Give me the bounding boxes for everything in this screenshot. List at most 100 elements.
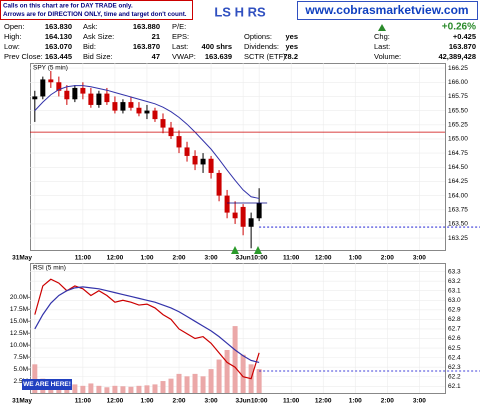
volume-bar [32, 364, 38, 393]
candle-body [72, 87, 78, 100]
quote-label: Chg: [374, 32, 390, 41]
note-line: Arrows are for DIRECTION ONLY, time and … [3, 11, 187, 18]
y-tick-label: 2.5M [14, 378, 28, 385]
volume-bar [200, 376, 206, 393]
volume-bar [208, 369, 214, 393]
note-box [0, 0, 193, 20]
volume-bar [136, 385, 142, 393]
candle-body [112, 102, 118, 111]
candle-body [160, 119, 166, 128]
y-tick-label: 63.2 [448, 278, 461, 285]
candle-body [40, 79, 46, 97]
x-tick-label: 2:00 [173, 255, 186, 262]
quote-label: Ask Size: [83, 32, 114, 41]
candle-body [216, 172, 222, 196]
quote-label: Bid Size: [83, 52, 113, 61]
volume-bar [96, 385, 102, 393]
volume-bar [176, 373, 182, 393]
quote-value: 163.870 [133, 42, 160, 51]
volume-bar [232, 326, 238, 393]
volume-bar [80, 385, 86, 393]
url: www.cobrasmarketview.com [304, 3, 468, 17]
candle-body [96, 93, 102, 105]
volume-bar [168, 378, 174, 393]
y-tick-label: 165.50 [448, 107, 468, 114]
quote-label: Low: [4, 42, 20, 51]
quote-label: Options: [244, 32, 272, 41]
y-tick-label: 62.1 [448, 383, 461, 390]
x-tick-label: 3:00 [205, 398, 218, 405]
y-tick-label: 15.0M [10, 318, 28, 325]
candle-body [200, 158, 206, 165]
x-tick-label: 31May [12, 255, 32, 262]
y-tick-label: 63.3 [448, 268, 461, 275]
candle-body [104, 93, 110, 103]
quote-label: Open: [4, 22, 24, 31]
plots: 163.25 163.50 163.75 164.00 164.25 164.50 164.… [10, 63, 480, 405]
y-tick-label: 62.4 [448, 354, 461, 361]
x-tick-label: 2:00 [381, 398, 394, 405]
x-tick-label: 12:00 [107, 398, 124, 405]
quote-value: 47 [152, 52, 160, 61]
y-tick-label: 166.00 [448, 79, 468, 86]
x-tick-label: 11:00 [75, 398, 92, 405]
y-tick-label: 163.50 [448, 221, 468, 228]
x-tick-label: 3Jun [236, 255, 251, 262]
volume-bar [192, 373, 198, 393]
candle-body [136, 107, 142, 114]
candle-body [192, 155, 198, 165]
x-tick-label: 1:00 [349, 398, 362, 405]
y-tick-label: 17.5M [10, 306, 28, 313]
volume-bar [216, 359, 222, 393]
volume-bar [256, 369, 262, 393]
y-tick-label: 63.1 [448, 287, 461, 294]
y-tick-label: 165.25 [448, 121, 468, 128]
quote-value: 163.445 [45, 52, 72, 61]
quote-label: P/E: [172, 22, 186, 31]
quote-value: 163.070 [45, 42, 72, 51]
panel-label: SPY (5 min) [33, 65, 68, 72]
note-line: Calls on this chart are for DAY TRADE on… [3, 3, 133, 10]
y-tick-label: 20.0M [10, 294, 28, 301]
candle-body [176, 136, 182, 148]
quote-label: Last: [374, 42, 390, 51]
volume-bar [72, 384, 78, 393]
x-tick-label: 11:00 [283, 255, 300, 262]
change-pct: +0.26% [442, 22, 476, 33]
quote-value: 400 shrs [202, 42, 232, 51]
y-tick-label: 5.0M [14, 366, 28, 373]
moving-average [34, 85, 260, 199]
candle-body [128, 102, 134, 108]
x-tick-label: 31May [12, 398, 32, 405]
annotation: WE ARE HERE! [23, 381, 71, 388]
y-tick-label: 62.5 [448, 345, 461, 352]
volume-bar [184, 376, 190, 393]
x-tick-label: 10:00 [251, 398, 268, 405]
quote-value: +0.425 [453, 32, 476, 41]
rsi-panel [30, 263, 446, 394]
x-tick-label: 11:00 [283, 398, 300, 405]
quote-label: Last: [172, 42, 188, 51]
x-tick-label: 11:00 [75, 255, 92, 262]
candle-body [224, 195, 230, 213]
green-arrow [254, 246, 262, 254]
y-tick-label: 62.7 [448, 326, 461, 333]
y-tick-label: 10.0M [10, 342, 28, 349]
panel-label: RSI (5 min) [33, 265, 66, 272]
y-tick-label: 164.50 [448, 164, 468, 171]
quote-label: SCTR (ETF): [244, 52, 288, 61]
quote-value: 78.2 [283, 52, 298, 61]
quote-label: High: [4, 32, 22, 41]
quote-label: Dividends: [244, 42, 279, 51]
y-tick-label: 164.25 [448, 178, 468, 185]
x-tick-label: 2:00 [381, 255, 394, 262]
symbol: LS H RS [214, 4, 266, 19]
price-panel [30, 63, 446, 251]
y-tick-label: 62.2 [448, 373, 461, 380]
volume-bar [240, 354, 246, 393]
y-tick-label: 12.5M [10, 330, 28, 337]
quote-value: yes [285, 32, 298, 41]
green-arrow [231, 246, 239, 254]
volume-bar [144, 385, 150, 393]
